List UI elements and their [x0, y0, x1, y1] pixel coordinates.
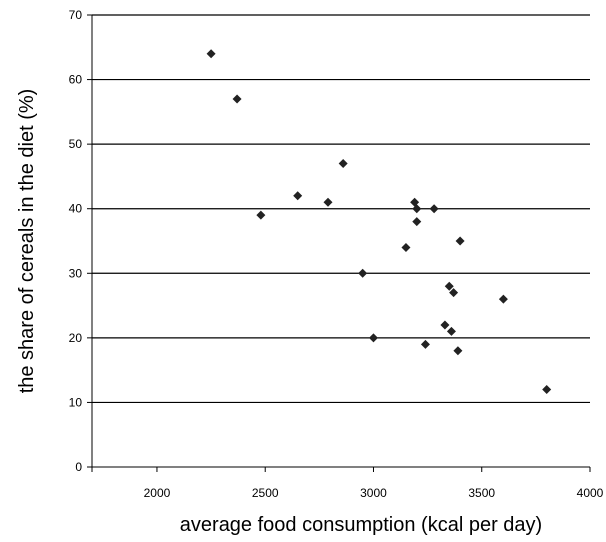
- x-axis-title: average food consumption (kcal per day): [180, 514, 542, 536]
- data-point: [455, 236, 465, 246]
- y-tick-label: 0: [75, 460, 82, 474]
- data-point: [232, 94, 242, 104]
- data-point: [256, 210, 266, 220]
- data-point: [412, 217, 422, 227]
- y-tick-label: 30: [69, 266, 83, 280]
- y-tick-label: 50: [69, 137, 83, 151]
- y-axis-ticks: 0 10 20 30 40 50 60 70: [69, 8, 92, 474]
- data-point: [293, 191, 303, 201]
- data-point: [420, 339, 430, 349]
- data-point: [444, 281, 454, 291]
- data-point: [323, 197, 333, 207]
- y-tick-label: 40: [69, 202, 83, 216]
- x-tick-label: 2500: [252, 486, 279, 500]
- data-point: [440, 320, 450, 330]
- data-point: [338, 159, 348, 169]
- gridlines: [92, 14, 590, 404]
- x-tick-label: 4000: [577, 486, 604, 500]
- y-tick-label: 60: [69, 73, 83, 87]
- x-tick-label: 3500: [468, 486, 495, 500]
- x-tick-label: 3000: [360, 486, 387, 500]
- data-point: [429, 204, 439, 214]
- data-point: [401, 242, 411, 252]
- y-axis-title: the share of cereals in the diet (%): [16, 89, 38, 394]
- data-point: [446, 326, 456, 336]
- data-point: [358, 268, 368, 278]
- x-tick-label: 2000: [144, 486, 171, 500]
- data-point: [206, 49, 216, 59]
- data-point: [449, 288, 459, 298]
- data-point: [453, 346, 463, 356]
- data-points: [206, 49, 552, 395]
- x-axis-ticks: 2000 2500 3000 3500 4000: [91, 467, 604, 500]
- data-point: [412, 204, 422, 214]
- data-point: [542, 385, 552, 395]
- y-tick-label: 70: [69, 8, 83, 22]
- y-tick-label: 10: [69, 395, 83, 409]
- data-point: [498, 294, 508, 304]
- data-point: [368, 333, 378, 343]
- y-tick-label: 20: [69, 331, 83, 345]
